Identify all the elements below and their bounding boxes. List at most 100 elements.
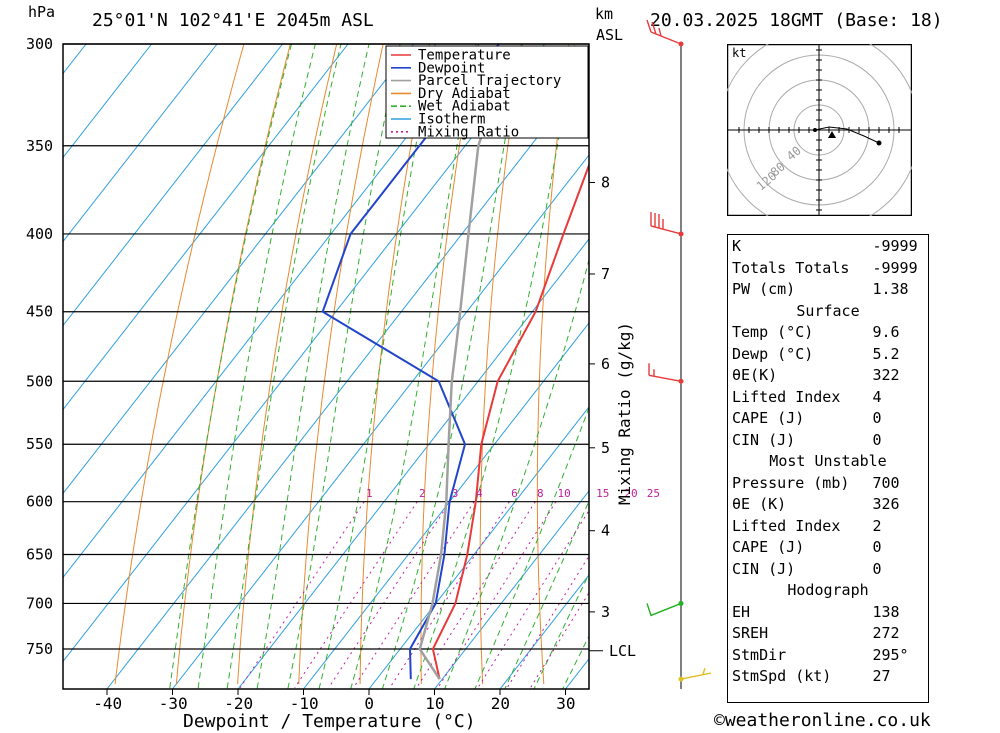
legend-label: Temperature <box>418 48 511 64</box>
temperature-tick-label: -10 <box>290 694 319 713</box>
mixing-ratio-line <box>530 591 589 688</box>
mixing-ratio-label: 25 <box>647 487 660 500</box>
wind-barb <box>680 667 712 680</box>
surface-row: CIN (J) 0 <box>732 430 882 449</box>
footer-credit[interactable]: ©weatheronline.co.uk <box>714 710 931 731</box>
mu-row: θE (K) 326 <box>732 495 900 513</box>
temperature-tick-label: -40 <box>93 694 122 713</box>
hodo-row: EH 138 <box>732 602 900 621</box>
location-title: 25°01'N 102°41'E 2045m ASL <box>92 10 374 31</box>
mu-row: Lifted Index 2 <box>732 516 882 535</box>
indices-table: K -9999 Totals Totals -9999 PW (cm) 1.38 Su… <box>728 236 928 688</box>
plot-frame <box>62 43 590 690</box>
wind-barb <box>648 363 682 382</box>
temperature-line <box>431 162 589 680</box>
asl-label: ASL <box>596 26 624 44</box>
temperature-tick-label: -30 <box>159 694 188 713</box>
mixing-ratio-line <box>328 501 451 688</box>
isotherm <box>106 70 589 689</box>
pressure-tick-label: 450 <box>26 303 53 321</box>
temperature-tick-label: 10 <box>425 694 444 713</box>
mixing-ratio-label: 3 <box>452 487 459 500</box>
dry-adiabat <box>237 44 338 685</box>
km-tick-label: 5 <box>601 439 610 457</box>
mixing-ratio-line <box>416 501 536 688</box>
dry-adiabat <box>699 44 728 684</box>
surface-row: CAPE (J) 0 <box>732 409 882 427</box>
temperature-tick-label: 20 <box>491 694 510 713</box>
legend-label: Dry Adiabat <box>418 86 511 102</box>
mixing-ratio-line <box>239 501 365 688</box>
mu-row: Pressure (mb) 700 <box>732 473 900 492</box>
isotherm <box>63 44 545 663</box>
mixing-ratio-axis-label: Mixing Ratio (g/kg) <box>615 322 634 505</box>
hodo-row: StmDir 295° <box>732 645 909 664</box>
legend-label: Parcel Trajectory <box>418 73 561 89</box>
pressure-tick-label: 750 <box>26 640 53 658</box>
legend-label: Mixing Ratio <box>418 124 519 140</box>
index-row-pw: PW (cm) 1.38 <box>732 280 909 298</box>
x-axis-label: Dewpoint / Temperature (°C) <box>183 711 476 732</box>
hodo-end-point <box>876 140 882 146</box>
hpa-label: hPa <box>28 3 56 21</box>
wet-adiabat <box>444 257 589 689</box>
mixing-ratio-line <box>389 501 510 688</box>
surface-row: Temp (°C) 9.6 <box>732 323 900 341</box>
dry-adiabat <box>987 44 1000 684</box>
wet-adiabat <box>562 634 589 689</box>
wet-adiabat <box>256 44 370 689</box>
isotherm <box>63 44 152 159</box>
isotherm <box>368 406 589 689</box>
surface-title: Surface <box>796 301 860 320</box>
mixing-ratio-line <box>506 555 589 688</box>
mixing-ratio-label: 4 <box>476 487 483 500</box>
pressure-tick-label: 600 <box>26 493 53 511</box>
index-row-k: K -9999 <box>732 237 918 255</box>
wet-adiabat <box>350 44 476 689</box>
km-tick-label: 4 <box>601 522 610 540</box>
isotherm <box>303 322 589 689</box>
pressure-tick-label: 350 <box>26 137 53 155</box>
hodo-row: SREH 272 <box>732 624 900 642</box>
dry-adiabat <box>175 44 291 685</box>
hodograph-title: Hodograph <box>787 581 869 599</box>
mixing-ratio-line <box>437 501 557 688</box>
mixing-ratio-line <box>294 501 418 688</box>
wet-adiabat <box>226 44 342 689</box>
pressure-tick-label: 300 <box>26 35 53 53</box>
mixing-ratio-line <box>353 501 475 688</box>
pressure-tick-label: 700 <box>26 594 53 612</box>
km-label: km <box>595 5 614 23</box>
wet-adiabat <box>197 44 316 689</box>
isotherm <box>63 44 414 495</box>
legend-box <box>385 45 589 139</box>
km-tick-label: 8 <box>601 173 610 191</box>
km-tick-label: 7 <box>601 265 610 283</box>
wet-adiabat <box>169 44 293 689</box>
wind-barb <box>646 19 682 45</box>
hodo-trace <box>814 126 880 144</box>
pressure-tick-label: 650 <box>26 546 53 564</box>
legend-label: Isotherm <box>418 112 485 128</box>
km-tick-label: 6 <box>601 355 610 373</box>
wet-adiabat <box>318 44 436 689</box>
indices-panel <box>727 234 929 703</box>
hodo-kt-label: kt <box>732 46 746 60</box>
km-tick-label: 3 <box>601 603 610 621</box>
dry-adiabat <box>298 44 384 685</box>
mixing-ratio-label: 6 <box>511 487 518 500</box>
surface-row: Dewp (°C) 5.2 <box>732 344 900 363</box>
isotherm <box>499 574 589 689</box>
pressure-tick-label: 400 <box>26 225 53 243</box>
isotherm <box>63 44 283 327</box>
dry-adiabat <box>114 44 245 685</box>
mu-row: CAPE (J) 0 <box>732 538 882 556</box>
most-unstable-title: Most Unstable <box>769 452 887 470</box>
hodo-storm-motion <box>828 131 836 138</box>
hodo-row: StmSpd (kt) 27 <box>732 667 891 685</box>
dry-adiabat <box>479 44 523 685</box>
mixing-ratio-label: 10 <box>558 487 571 500</box>
wet-adiabat <box>533 572 589 689</box>
